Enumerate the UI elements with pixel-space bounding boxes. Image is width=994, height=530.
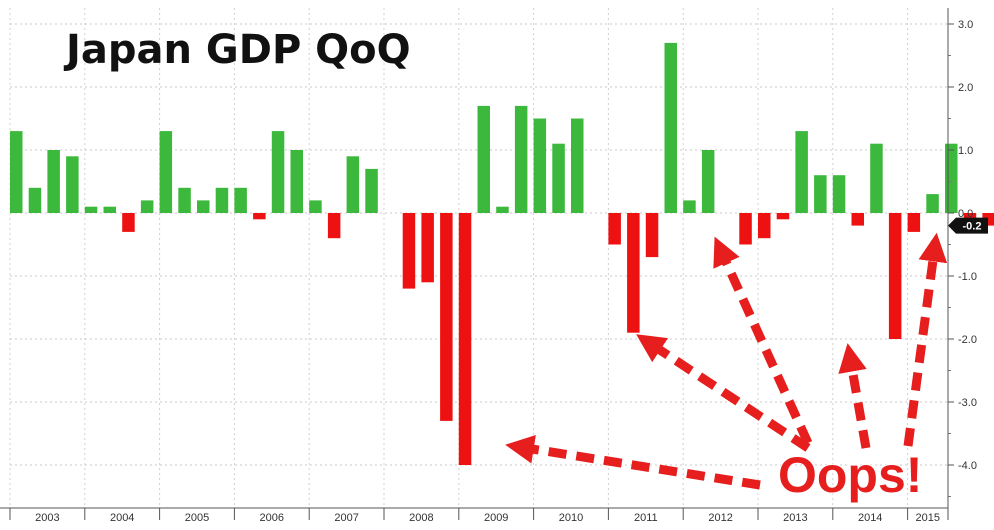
bar: [851, 213, 864, 226]
last-value-label: -0.2: [963, 221, 982, 233]
x-tick-label: 2012: [708, 512, 732, 524]
bar: [28, 187, 42, 213]
x-tick-label: 2009: [484, 512, 508, 524]
bar: [945, 143, 958, 213]
x-tick-label: 2007: [334, 512, 358, 524]
bar: [533, 118, 547, 213]
annotation-arrow: [903, 232, 948, 447]
bar: [271, 131, 285, 213]
annotation-layer: Oops!: [505, 232, 948, 504]
annotation-arrow: [713, 236, 813, 445]
bar: [309, 200, 322, 213]
bar: [234, 187, 247, 213]
bar: [832, 175, 846, 213]
bar: [197, 200, 210, 213]
x-tick-label: 2014: [858, 512, 882, 524]
bar: [477, 105, 490, 213]
bar: [365, 168, 378, 213]
bar: [458, 213, 472, 465]
bar: [159, 131, 173, 213]
bar: [440, 213, 453, 421]
bar: [907, 213, 921, 232]
bar: [701, 150, 715, 213]
y-tick-label: -4.0: [958, 460, 977, 472]
axis-layer: 3.0 2.0 1.0 0.0 -1.0 -2.0 -3.0 -4.0 2003 2004 2005…: [0, 8, 988, 524]
y-tick-label: -2.0: [958, 334, 977, 346]
bar: [103, 206, 116, 213]
y-tick-label: -3.0: [958, 397, 977, 409]
y-tick-label: 2.0: [958, 82, 973, 94]
annotation-text: Oops!: [778, 447, 922, 503]
bar: [122, 213, 135, 232]
bars-layer: [10, 42, 994, 465]
bar: [178, 187, 191, 213]
bar: [290, 150, 303, 213]
bar: [496, 206, 509, 213]
bar: [346, 156, 360, 213]
x-tick-label: 2003: [35, 512, 59, 524]
x-tick-label: 2005: [185, 512, 209, 524]
bar: [795, 131, 808, 213]
bar: [514, 105, 528, 213]
bar: [888, 213, 902, 339]
bar: [926, 194, 939, 213]
bar: [645, 213, 659, 258]
annotation-arrow: [636, 334, 811, 452]
bar: [66, 156, 79, 213]
bar: [571, 118, 584, 213]
x-tick-label: 2011: [634, 512, 658, 524]
y-tick-label: 0.0: [958, 208, 973, 220]
x-tick-label: 2015: [916, 512, 940, 524]
y-tick-label: -1.0: [958, 271, 977, 283]
bar: [982, 213, 994, 226]
bar: [140, 200, 154, 213]
y-tick-label: 3.0: [958, 19, 973, 31]
bar: [627, 213, 640, 333]
x-tick-label: 2013: [783, 512, 807, 524]
bar: [758, 213, 771, 239]
bar: [327, 213, 341, 239]
bar: [47, 150, 60, 213]
chart-title: Japan GDP QoQ: [63, 27, 411, 73]
bar: [84, 206, 98, 213]
x-tick-label: 2006: [260, 512, 284, 524]
y-tick-label: 1.0: [958, 145, 973, 157]
bar: [215, 187, 229, 213]
bar: [739, 213, 752, 245]
x-tick-label: 2004: [110, 512, 134, 524]
bar: [664, 42, 677, 214]
bar: [776, 213, 790, 220]
bar: [552, 143, 565, 213]
x-tick-label: 2010: [559, 512, 583, 524]
annotation-arrow: [838, 343, 871, 449]
bar: [253, 213, 266, 220]
bar: [683, 200, 696, 213]
bar: [421, 213, 434, 283]
bar: [608, 213, 621, 245]
bar: [870, 143, 883, 213]
bar: [402, 213, 416, 289]
annotation-arrow: [505, 435, 761, 490]
bar: [814, 175, 827, 213]
last-value-box: [948, 217, 988, 234]
bar: [10, 131, 23, 213]
x-tick-label: 2008: [409, 512, 433, 524]
